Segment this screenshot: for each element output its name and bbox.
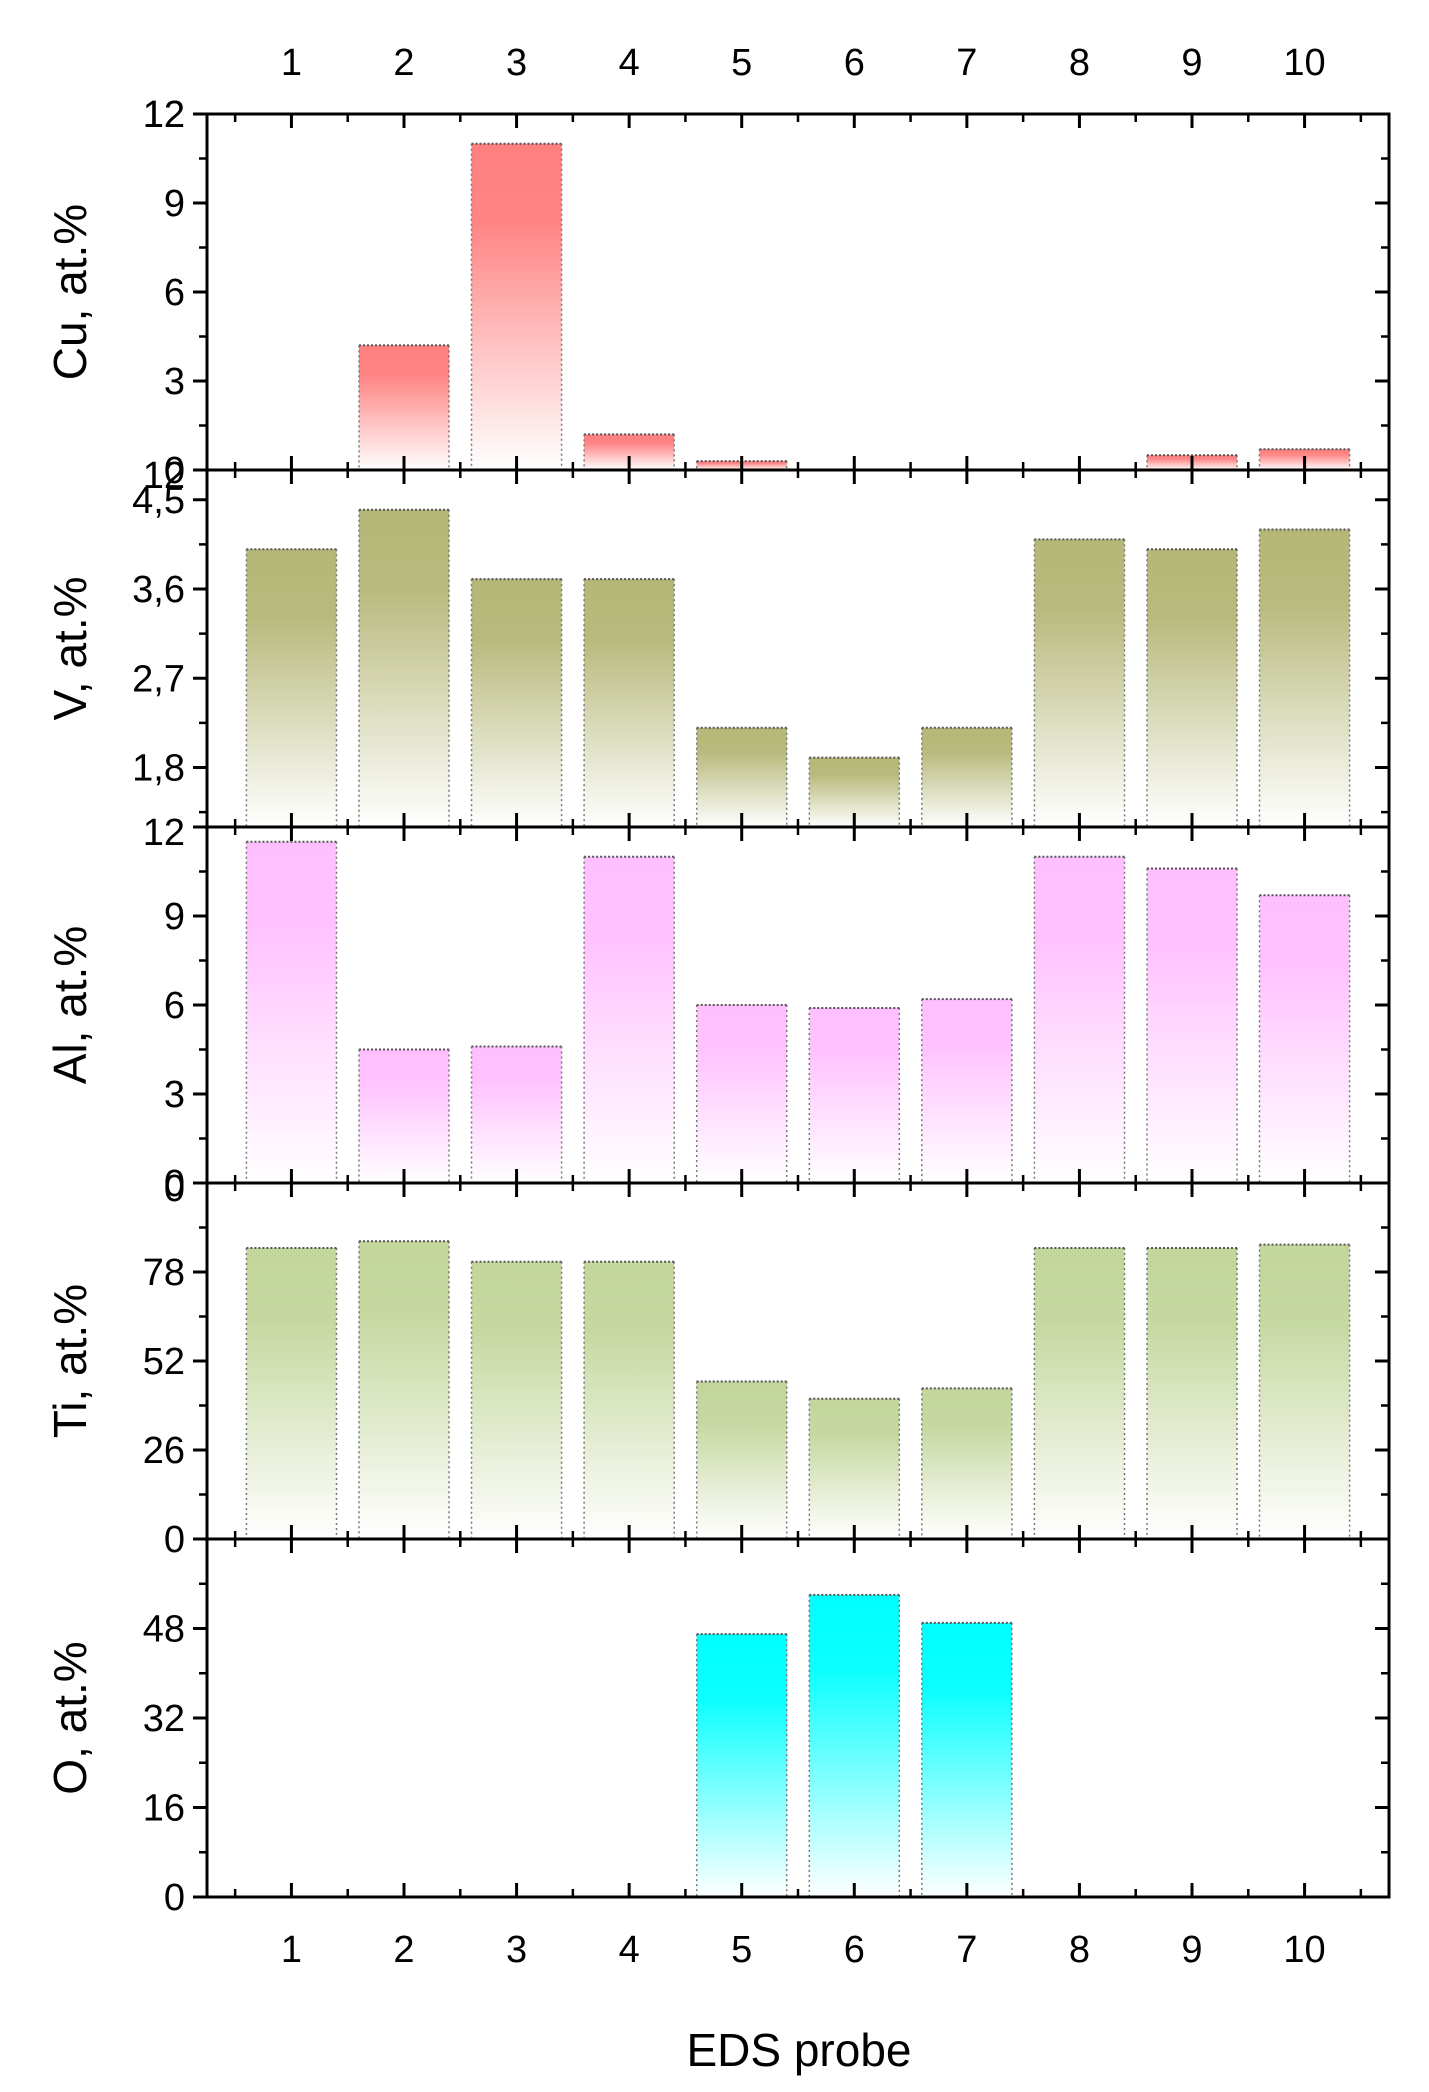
xtick-label-bottom: 3 (506, 1929, 527, 1971)
ytick-label-cu: 12 (143, 94, 185, 136)
bar-ti-2 (359, 1241, 450, 1539)
xtick-label-top: 6 (844, 42, 865, 84)
ytick-label-cu: 9 (164, 183, 185, 225)
bar-o-5 (696, 1634, 787, 1897)
xtick-label-top: 5 (731, 42, 752, 84)
panel-al: 0 3 6 9 12 Al, at.% (44, 812, 1391, 1205)
bar-ti-4 (584, 1261, 675, 1539)
xtick-label-top: 2 (393, 42, 414, 84)
ytick-label-corner-v: 12 (143, 455, 185, 497)
y-axis-title-v: V, at.% (44, 576, 96, 720)
bar-v-9 (1147, 549, 1238, 827)
xtick-label-bottom: 10 (1283, 1929, 1325, 1971)
bar-v-4 (584, 579, 675, 827)
bar-al-8 (1034, 856, 1125, 1183)
xtick-label-top: 10 (1283, 42, 1325, 84)
bar-al-10 (1259, 895, 1350, 1183)
bar-ti-9 (1147, 1248, 1238, 1539)
ytick-label-o: 32 (143, 1698, 185, 1740)
y-axis-title-al: Al, at.% (44, 926, 96, 1085)
bar-al-2 (359, 1049, 450, 1183)
y-axis-title-cu: Cu, at.% (44, 204, 96, 380)
xtick-label-bottom: 8 (1069, 1929, 1090, 1971)
x-axis-bottom-tick-labels: 1 2 3 4 5 6 7 8 9 10 (281, 1929, 1326, 1971)
ytick-label-ti: 26 (143, 1430, 185, 1472)
xtick-label-bottom: 2 (393, 1929, 414, 1971)
xtick-label-bottom: 5 (731, 1929, 752, 1971)
bar-al-1 (246, 841, 337, 1183)
x-axis-top-tick-labels: 1 2 3 4 5 6 7 8 9 10 (281, 42, 1326, 84)
ytick-label-cu: 6 (164, 272, 185, 314)
xtick-label-top: 1 (281, 42, 302, 84)
bar-cu-3 (471, 143, 562, 470)
panel-frame-o (205, 1537, 1391, 1899)
xtick-label-bottom: 4 (619, 1929, 640, 1971)
bar-ti-7 (921, 1388, 1012, 1539)
ytick-label-v: 1,8 (132, 748, 185, 790)
bar-v-1 (246, 549, 337, 827)
ytick-label-top-cu: 12 (143, 94, 185, 136)
bar-ti-10 (1259, 1244, 1350, 1539)
bar-al-9 (1147, 868, 1238, 1183)
ytick-label-o: 16 (143, 1788, 185, 1830)
bar-ti-8 (1034, 1248, 1125, 1539)
ytick-label-ti: 0 (164, 1519, 185, 1561)
ytick-label-corner-al: 12 (143, 812, 185, 854)
ytick-label-ti: 52 (143, 1341, 185, 1383)
bar-al-6 (809, 1008, 900, 1183)
bar-al-4 (584, 856, 675, 1183)
ytick-label-ti: 78 (143, 1252, 185, 1294)
ytick-label-v: 4,5 (132, 480, 185, 522)
bar-al-3 (471, 1046, 562, 1183)
bar-v-2 (359, 509, 450, 827)
bar-cu-2 (359, 345, 450, 470)
y-axis-title-ti: Ti, at.% (44, 1284, 96, 1438)
bar-v-8 (1034, 539, 1125, 827)
bar-ti-6 (809, 1398, 900, 1539)
panel-ti: 0 26 52 78 0 Ti, at.% (44, 1168, 1391, 1561)
ytick-label-al: 6 (164, 985, 185, 1027)
xtick-label-top: 8 (1069, 42, 1090, 84)
bar-v-10 (1259, 529, 1350, 827)
ytick-label-o: 48 (143, 1609, 185, 1651)
xtick-label-bottom: 1 (281, 1929, 302, 1971)
bar-al-5 (696, 1005, 787, 1183)
ytick-label-cu: 0 (164, 450, 185, 492)
x-axis-title: EDS probe (686, 2024, 911, 2076)
xtick-label-top: 9 (1181, 42, 1202, 84)
ytick-label-al: 3 (164, 1074, 185, 1116)
bar-v-7 (921, 727, 1012, 827)
xtick-label-bottom: 7 (956, 1929, 977, 1971)
xtick-label-top: 3 (506, 42, 527, 84)
ytick-label-v: 3,6 (132, 569, 185, 611)
xtick-label-top: 7 (956, 42, 977, 84)
y-axis-title-o: O, at.% (44, 1641, 96, 1794)
ytick-label-o: 0 (164, 1877, 185, 1919)
bar-v-3 (471, 579, 562, 827)
bar-o-7 (921, 1622, 1012, 1897)
ytick-label-al: 9 (164, 896, 185, 938)
ytick-label-v: 2,7 (132, 658, 185, 700)
bar-ti-1 (246, 1248, 337, 1539)
bar-ti-3 (471, 1261, 562, 1539)
ytick-label-cu: 3 (164, 361, 185, 403)
bar-v-5 (696, 727, 787, 827)
xtick-label-top: 4 (619, 42, 640, 84)
xtick-label-bottom: 6 (844, 1929, 865, 1971)
xtick-label-bottom: 9 (1181, 1929, 1202, 1971)
bar-ti-5 (696, 1381, 787, 1539)
panel-o: 0 16 32 48 O, at.% (44, 1537, 1391, 1919)
bar-al-7 (921, 999, 1012, 1183)
ytick-label-corner-ti: 0 (164, 1168, 185, 1210)
panel-v: 1,8 2,7 3,6 4,512 V, at.% (44, 455, 1391, 829)
ytick-label-al: 0 (164, 1163, 185, 1205)
bar-o-6 (809, 1594, 900, 1897)
